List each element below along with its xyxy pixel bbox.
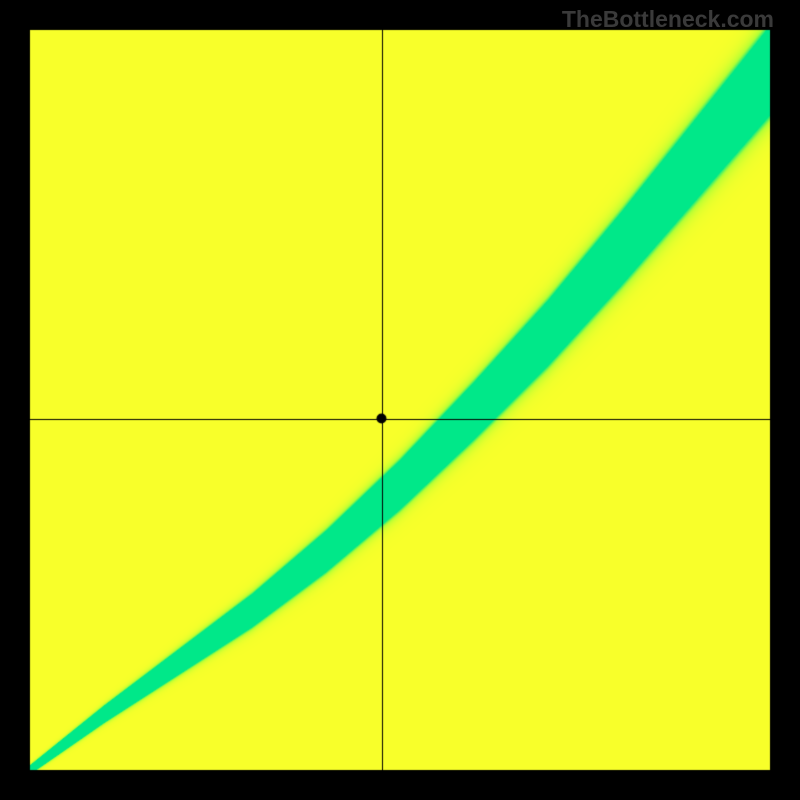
watermark-text: TheBottleneck.com [562, 6, 774, 33]
chart-container: TheBottleneck.com [0, 0, 800, 800]
bottleneck-heatmap [0, 0, 800, 800]
